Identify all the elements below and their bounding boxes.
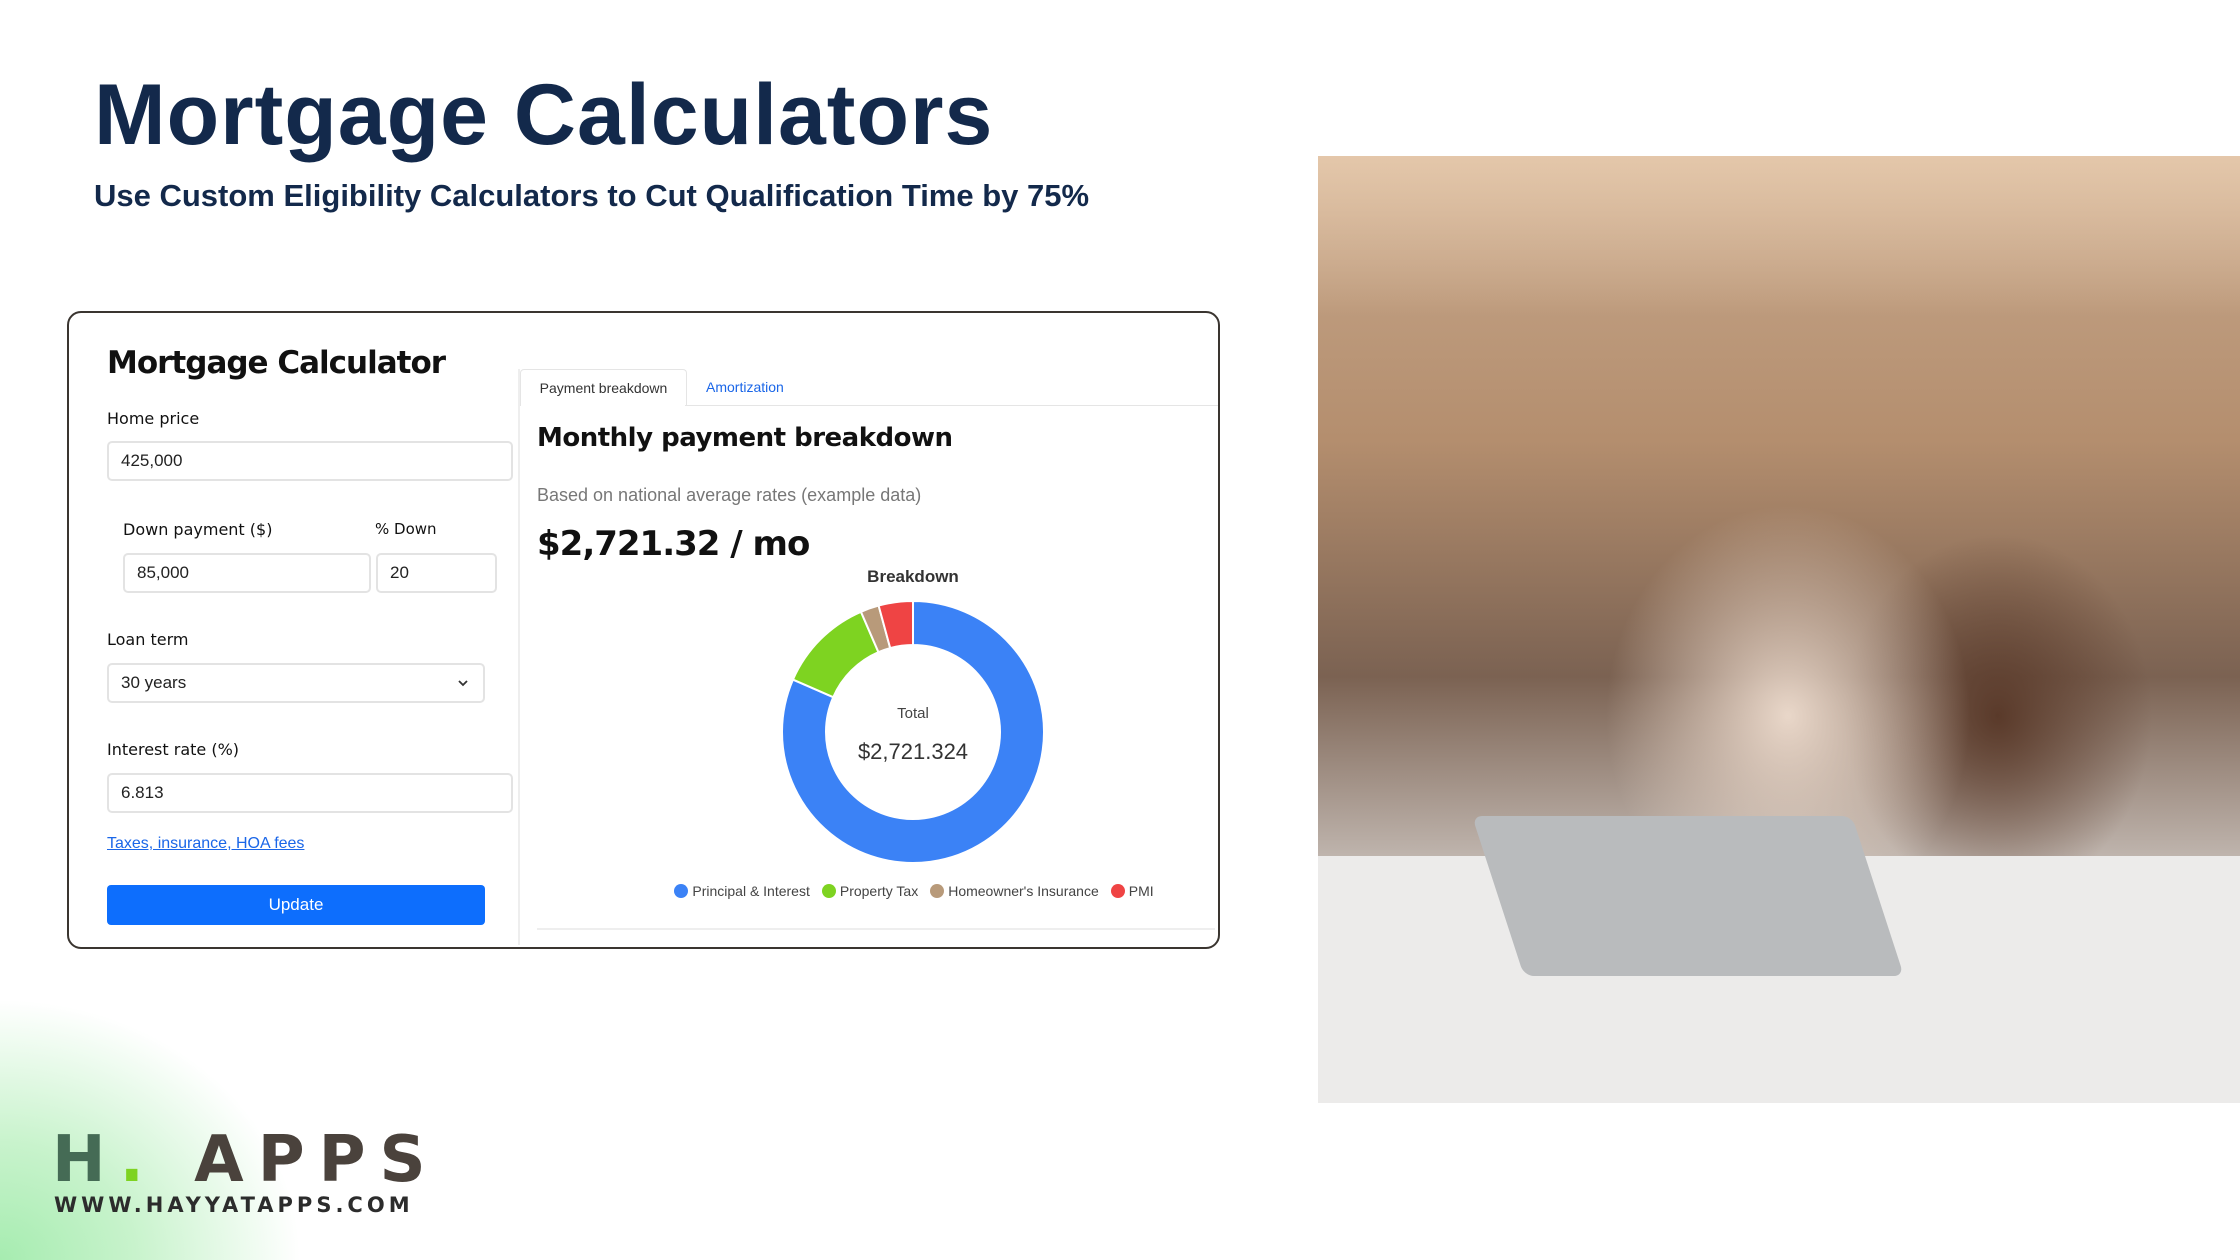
couple-using-laptop-photo: [1318, 156, 2240, 1103]
monthly-payment-amount: $2,721.32 / mo: [537, 524, 810, 564]
legend-dot: [674, 884, 689, 898]
legend-item: Principal & Interest: [674, 883, 810, 899]
chevron-down-icon: [458, 680, 468, 687]
payment-donut-chart: [781, 599, 1045, 864]
laptop: [1472, 816, 1904, 976]
legend-label: Principal & Interest: [692, 883, 810, 899]
legend-item: Property Tax: [821, 883, 919, 899]
donut-slice-principal-interest: [781, 599, 1045, 864]
breakdown-heading: Monthly payment breakdown: [537, 423, 953, 453]
donut-slice-pmi: [877, 599, 914, 650]
percent-down-label: % Down: [375, 520, 437, 538]
legend-label: Property Tax: [839, 883, 919, 899]
mortgage-calculator-screenshot: Mortgage Calculator Home price 425,000 D…: [67, 311, 1220, 949]
calculator-title: Mortgage Calculator: [107, 345, 446, 381]
divider: [537, 928, 1215, 930]
legend-dot: [821, 884, 836, 898]
decorative-green-blob: [0, 1000, 300, 1260]
brand-logo: H. APPS: [52, 1123, 440, 1197]
page-title: Mortgage Calculators: [94, 67, 994, 163]
loan-term-value: 30 years: [121, 673, 187, 692]
legend-item: Homeowner's Insurance: [930, 883, 1099, 899]
percent-down-input[interactable]: 20: [376, 553, 497, 593]
results-panel: Payment breakdown Amortization Monthly p…: [518, 369, 1218, 945]
chart-title: Breakdown: [867, 567, 959, 586]
chart-legend: Principal & Interest Property Tax Homeowne…: [640, 883, 1200, 899]
loan-term-label: Loan term: [107, 630, 189, 649]
tab-payment-breakdown[interactable]: Payment breakdown: [520, 369, 687, 406]
brand-url: WWW.HAYYATAPPS.COM: [54, 1193, 414, 1217]
home-price-label: Home price: [107, 409, 200, 428]
down-payment-label: Down payment ($): [123, 520, 273, 539]
loan-term-select[interactable]: 30 years: [107, 663, 485, 703]
taxes-insurance-hoa-link[interactable]: Taxes, insurance, HOA fees: [107, 835, 305, 852]
down-payment-input[interactable]: 85,000: [123, 553, 371, 593]
update-button[interactable]: Update: [107, 885, 485, 925]
interest-rate-label: Interest rate (%): [107, 740, 240, 759]
tab-amortization[interactable]: Amortization: [706, 379, 784, 395]
home-price-input[interactable]: 425,000: [107, 441, 513, 481]
legend-label: PMI: [1128, 883, 1154, 899]
ceiling-background: [1318, 156, 2240, 316]
interest-rate-input[interactable]: 6.813: [107, 773, 513, 813]
legend-dot: [1110, 884, 1125, 898]
page-subtitle: Use Custom Eligibility Calculators to Cu…: [94, 178, 1090, 213]
donut-center-label: Total: [897, 705, 929, 722]
legend-label: Homeowner's Insurance: [948, 883, 1099, 899]
breakdown-note: Based on national average rates (example…: [537, 485, 922, 505]
legend-dot: [930, 884, 945, 898]
tab-divider: [685, 405, 1218, 406]
donut-center-value: $2,721.324: [857, 739, 969, 764]
legend-item: PMI: [1110, 883, 1154, 899]
